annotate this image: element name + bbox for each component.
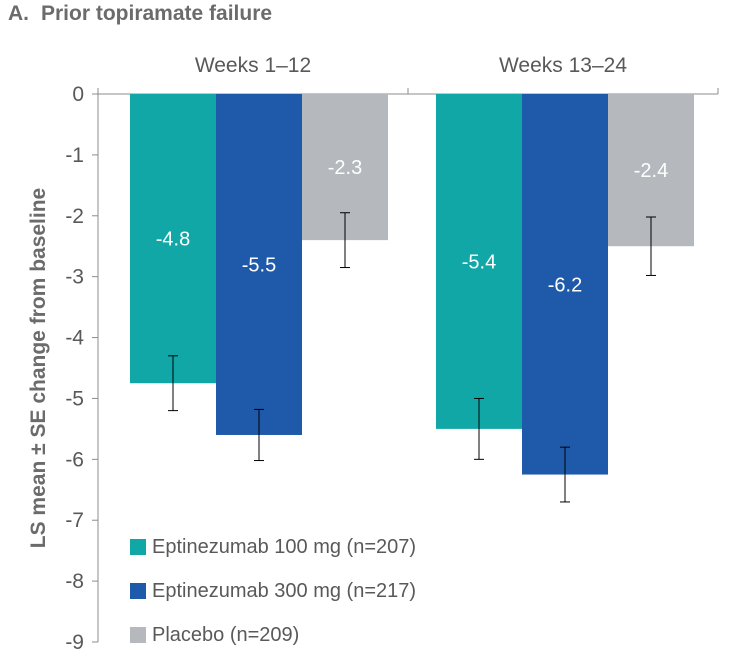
y-tick-label: -9 xyxy=(65,631,84,654)
data-label: -6.2 xyxy=(548,274,582,296)
panel-letter: A. xyxy=(8,2,29,25)
legend-swatch-placebo xyxy=(130,627,146,643)
y-tick-label: -8 xyxy=(65,570,84,593)
y-tick-label: -7 xyxy=(65,509,84,532)
y-tick-label: 0 xyxy=(72,83,84,106)
data-label: -2.4 xyxy=(634,160,668,182)
legend-item-placebo: Placebo (n=209) xyxy=(130,624,416,646)
y-axis-title: LS mean ± SE change from baseline xyxy=(27,188,50,548)
legend-label-100mg: Eptinezumab 100 mg (n=207) xyxy=(152,535,417,558)
legend-label-300mg: Eptinezumab 300 mg (n=217) xyxy=(152,579,417,602)
bars: -4.8 -5.5 -2.3 -5.4 -6.2 -2.4 xyxy=(130,94,694,503)
chart-title: A. Prior topiramate failure xyxy=(8,2,272,26)
legend-swatch-300mg xyxy=(130,583,146,599)
y-tick-label: -3 xyxy=(65,266,84,289)
bar xyxy=(130,94,216,384)
y-tick-label: -4 xyxy=(65,327,84,350)
group-labels: Weeks 1–12 Weeks 13–24 xyxy=(195,54,628,77)
y-tick-label: -2 xyxy=(65,205,84,228)
legend-item-300mg: Eptinezumab 300 mg (n=217) xyxy=(130,580,416,602)
panel-title: Prior topiramate failure xyxy=(41,2,273,25)
bar xyxy=(216,94,302,435)
y-tick-label: -1 xyxy=(65,144,84,167)
legend: Eptinezumab 100 mg (n=207) Eptinezumab 3… xyxy=(130,536,416,668)
legend-item-100mg: Eptinezumab 100 mg (n=207) xyxy=(130,536,416,558)
y-tick-label: -5 xyxy=(65,387,84,410)
tick-labels: 0 -1 -2 -3 -4 -5 -6 -7 -8 -9 xyxy=(65,83,84,654)
legend-swatch-100mg xyxy=(130,539,146,555)
data-label: -2.3 xyxy=(328,157,362,179)
data-label: -5.5 xyxy=(242,254,276,276)
bar xyxy=(436,94,522,429)
data-label: -5.4 xyxy=(462,251,496,273)
legend-label-placebo: Placebo (n=209) xyxy=(152,623,300,646)
y-tick-label: -6 xyxy=(65,448,84,471)
y-axis-title-group: LS mean ± SE change from baseline xyxy=(27,188,50,548)
data-label: -4.8 xyxy=(156,229,190,251)
bar xyxy=(522,94,608,475)
category-label: Weeks 13–24 xyxy=(499,54,627,77)
category-label: Weeks 1–12 xyxy=(195,54,311,77)
